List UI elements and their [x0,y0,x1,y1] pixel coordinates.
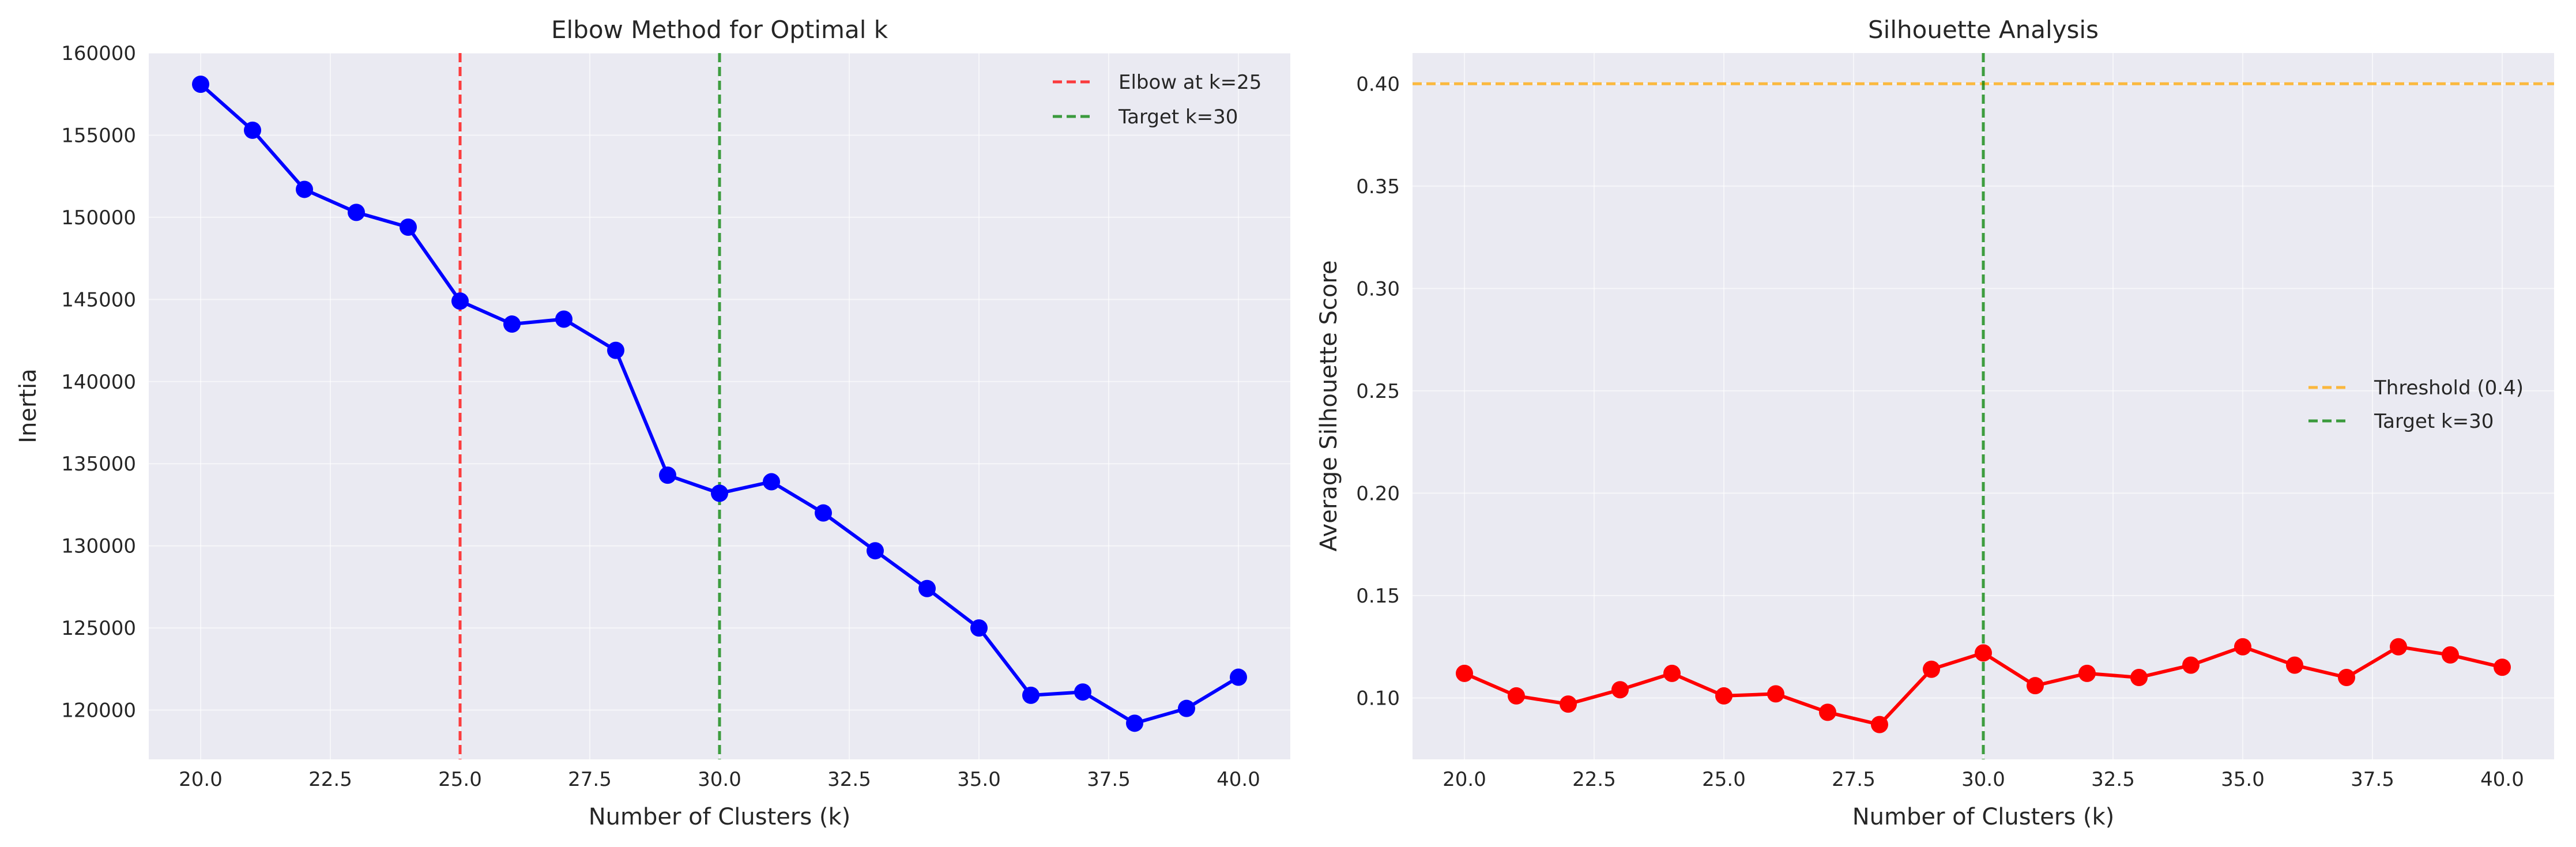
data-point [192,76,209,93]
data-point [244,121,261,139]
legend-label-elbow: Elbow at k=25 [1118,71,1261,94]
elbow-chart: 20.0 22.5 25.0 27.5 30.0 32.5 35.0 37.5 40.0 120… [15,16,1290,830]
y-tick-label: 0.25 [1356,380,1400,403]
silhouette-reference-lines [1413,53,2554,759]
x-tick-label: 20.0 [1443,768,1486,791]
x-tick-label: 40.0 [2480,768,2524,791]
x-tick-label: 20.0 [179,768,223,791]
data-point [1560,695,1577,713]
data-point [1456,664,1473,682]
x-tick-label: 37.5 [1087,768,1131,791]
data-point [2234,638,2251,656]
data-point [1508,687,1525,705]
y-tick-label: 135000 [61,453,136,476]
silhouette-series [1456,638,2511,733]
data-point [815,504,832,522]
y-tick-label: 155000 [61,124,136,147]
y-tick-label: 0.10 [1356,687,1400,710]
legend-label-threshold: Threshold (0.4) [2374,377,2524,400]
silhouette-chart-title: Silhouette Analysis [1868,16,2099,44]
data-point [1715,687,1733,705]
data-point [1975,644,1992,662]
data-point [2442,646,2459,664]
y-tick-label: 125000 [61,617,136,640]
data-point [2494,658,2511,676]
data-point [970,619,988,637]
silhouette-x-axis-label: Number of Clusters (k) [1852,804,2115,830]
x-tick-label: 27.5 [568,768,612,791]
data-point [1767,685,1784,703]
elbow-x-axis-label: Number of Clusters (k) [589,804,851,830]
silhouette-y-ticks: 0.10 0.15 0.20 0.25 0.30 0.35 0.40 [1356,73,1400,710]
x-tick-label: 30.0 [1961,768,2005,791]
data-point [348,204,365,221]
y-tick-label: 0.35 [1356,175,1400,198]
data-point [1923,660,1940,678]
data-point [2338,668,2355,686]
elbow-reference-lines [458,53,721,759]
data-point [763,473,780,491]
x-tick-label: 27.5 [1832,768,1875,791]
x-tick-label: 25.0 [1702,768,1746,791]
data-point [607,341,624,359]
data-point [2130,668,2148,686]
data-point [1022,686,1040,704]
elbow-chart-title: Elbow Method for Optimal k [551,16,888,44]
elbow-y-axis-label: Inertia [15,368,42,443]
data-point [2182,656,2200,674]
y-tick-label: 130000 [61,535,136,558]
data-point [918,579,936,597]
data-point [711,484,728,502]
y-tick-label: 140000 [61,371,136,394]
data-point [659,466,676,484]
data-point [1126,714,1143,732]
x-tick-label: 22.5 [1572,768,1616,791]
x-tick-label: 32.5 [2091,768,2135,791]
y-tick-label: 150000 [61,206,136,229]
data-point [1871,716,1888,733]
data-point [451,292,469,310]
y-tick-label: 145000 [61,288,136,311]
data-point [867,542,884,560]
legend-label-target: Target k=30 [1118,106,1238,129]
legend-label-target: Target k=30 [2374,410,2494,433]
data-point [555,310,573,328]
data-point [503,315,521,333]
data-point [1819,703,1836,721]
data-point [1611,681,1629,699]
data-point [1663,664,1681,682]
data-point [1178,699,1195,717]
y-tick-label: 0.40 [1356,73,1400,96]
y-tick-label: 120000 [61,699,136,722]
silhouette-legend: Threshold (0.4) Target k=30 [2308,377,2524,433]
data-point [296,180,313,198]
data-point [2286,656,2303,674]
silhouette-y-axis-label: Average Silhouette Score [1316,260,1342,551]
data-point [1074,683,1091,701]
x-tick-label: 35.0 [2221,768,2265,791]
data-point [2078,664,2096,682]
elbow-x-ticks: 20.0 22.5 25.0 27.5 30.0 32.5 35.0 37.5 40.0 [179,768,1260,791]
x-tick-label: 35.0 [957,768,1001,791]
y-tick-label: 0.30 [1356,277,1400,300]
data-point [400,218,417,236]
x-tick-label: 25.0 [438,768,482,791]
y-tick-label: 0.15 [1356,585,1400,608]
x-tick-label: 40.0 [1217,768,1260,791]
x-tick-label: 32.5 [827,768,871,791]
elbow-series [192,76,1247,732]
data-point [1230,668,1247,686]
x-tick-label: 30.0 [698,768,741,791]
y-tick-label: 160000 [61,42,136,65]
silhouette-x-ticks: 20.0 22.5 25.0 27.5 30.0 32.5 35.0 37.5 40.0 [1443,768,2524,791]
data-point [2027,677,2044,695]
elbow-y-ticks: 120000 125000 130000 135000 140000 145000 1500… [61,42,136,722]
elbow-legend: Elbow at k=25 Target k=30 [1053,71,1261,129]
silhouette-chart: 20.0 22.5 25.0 27.5 30.0 32.5 35.0 37.5 40.0 0.1… [1316,16,2554,830]
x-tick-label: 37.5 [2351,768,2394,791]
data-point [2390,638,2407,656]
y-tick-label: 0.20 [1356,482,1400,505]
x-tick-label: 22.5 [308,768,352,791]
